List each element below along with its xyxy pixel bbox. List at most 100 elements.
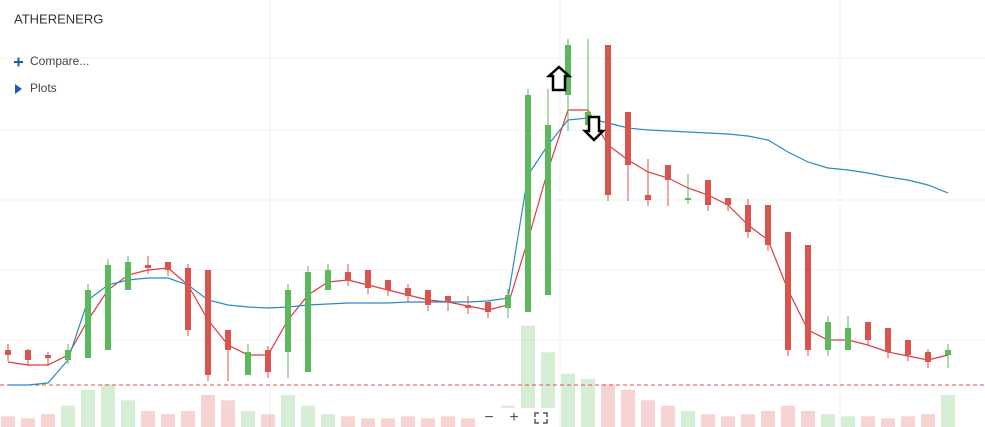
candle-body [845, 328, 851, 350]
candle-body [465, 305, 471, 308]
candle-body [5, 350, 11, 355]
fullscreen-button[interactable] [534, 412, 548, 424]
candle-body [25, 350, 31, 360]
volume-bar [81, 389, 95, 427]
candle-body [105, 265, 111, 350]
volume-bar [861, 416, 875, 427]
volume-bar [41, 414, 55, 427]
volume-bar [901, 416, 915, 427]
volume-bar [741, 414, 755, 427]
volume-bar [521, 325, 535, 427]
volume-bar [301, 405, 315, 427]
candle-body [485, 302, 491, 312]
volume-bar [641, 400, 655, 427]
volume-bar [601, 384, 615, 427]
volume-bar [721, 416, 735, 427]
candle-body [865, 322, 871, 340]
volume-bar [401, 416, 415, 427]
candle-body [365, 270, 371, 288]
candle-body [125, 262, 131, 290]
volume-bar [321, 414, 335, 427]
volume-bar [761, 410, 775, 427]
candle-body [185, 268, 191, 330]
candle-body [685, 198, 691, 200]
volume-bar [441, 416, 455, 427]
candle-body [205, 270, 211, 375]
volume-bar [841, 416, 855, 427]
candle-body [405, 288, 411, 296]
volume-bar [261, 414, 275, 427]
candle-body [945, 350, 951, 355]
volume-bar [621, 389, 635, 427]
candle-body [785, 232, 791, 350]
candle-body [925, 352, 931, 362]
volume-bar [661, 405, 675, 427]
candle-body [245, 352, 251, 375]
volume-bar [781, 405, 795, 427]
candle-body [165, 262, 171, 270]
volume-bar [461, 418, 475, 427]
price-layer [0, 39, 985, 386]
candle-body [265, 350, 271, 372]
volume-bar [701, 414, 715, 427]
volume-bar [341, 416, 355, 427]
candle-body [885, 328, 891, 352]
candle-body [825, 322, 831, 350]
candle-body [525, 95, 531, 312]
volume-bar [101, 384, 115, 427]
candle-body [765, 205, 771, 245]
candle-body [345, 272, 351, 280]
symbol-title: ATHERENERG [14, 11, 103, 26]
plots-icon[interactable] [15, 84, 22, 94]
candle-body [745, 205, 751, 232]
candle-body [325, 270, 331, 290]
volume-bar [921, 414, 935, 427]
candle-body [65, 350, 71, 360]
volume-bar [361, 418, 375, 427]
candle-body [905, 340, 911, 355]
volume-bar [201, 394, 215, 427]
candle-body [805, 245, 811, 350]
candle-body [505, 295, 511, 308]
zoom-out-button[interactable]: − [484, 409, 493, 426]
candle-body [645, 195, 651, 200]
moving-average-line [8, 117, 949, 386]
candle-body [725, 198, 731, 205]
down-arrow-annotation [581, 115, 607, 142]
volume-bar [61, 405, 75, 427]
volume-bar [21, 418, 35, 427]
volume-bar [281, 394, 295, 427]
up-arrow-annotation [545, 65, 573, 92]
zoom-in-button[interactable]: + [509, 409, 518, 426]
candle-body [285, 290, 291, 352]
candle-body [705, 180, 711, 205]
candle-body [545, 125, 551, 295]
moving-average-line [7, 109, 949, 366]
volume-bar [121, 400, 135, 427]
compare-button[interactable]: Compare... [30, 54, 89, 68]
volume-bar [561, 373, 575, 427]
candle-body [425, 290, 431, 305]
candle-body [145, 265, 151, 268]
plots-button[interactable]: Plots [30, 81, 57, 95]
volume-bar [1, 416, 15, 427]
volume-bar [141, 410, 155, 427]
candle-body [385, 280, 391, 290]
candle-body [625, 112, 631, 165]
volume-bar [421, 418, 435, 427]
volume-bar [241, 410, 255, 427]
candle-body [665, 165, 671, 180]
volume-bar [181, 410, 195, 427]
volume-bar [941, 394, 955, 427]
candle-body [45, 355, 51, 358]
candle-body [605, 45, 611, 195]
candle-body [565, 45, 571, 95]
volume-bar [801, 410, 815, 427]
volume-bar [881, 418, 895, 427]
compare-icon[interactable] [14, 57, 23, 67]
candle-body [85, 290, 91, 358]
volume-bar [221, 400, 235, 427]
candle-body [225, 330, 231, 350]
